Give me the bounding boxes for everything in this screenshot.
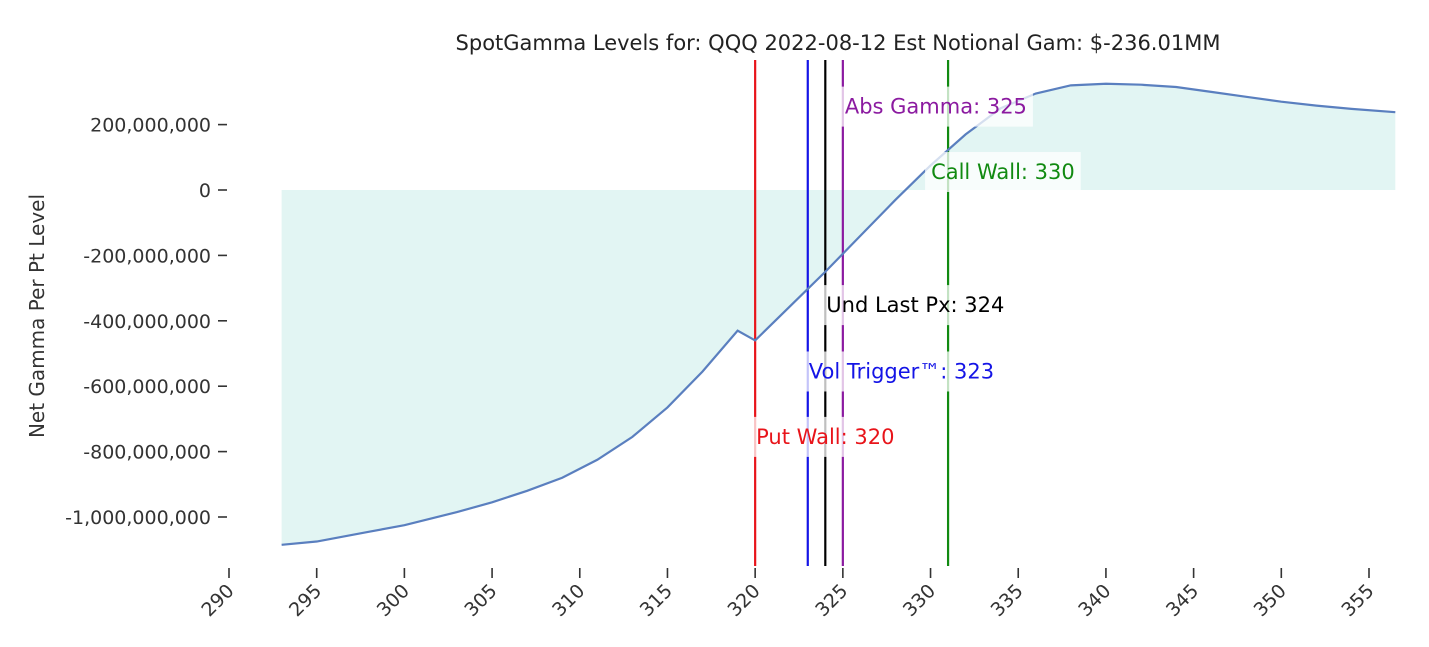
level-label-vol-trigger: Vol Trigger™: 323 [809,359,994,383]
x-tick-label: 305 [460,580,501,621]
level-label-box [820,285,1011,326]
y-tick-label: -200,000,000 [83,245,211,267]
x-tick-label: 290 [197,580,238,621]
y-tick-label: -1,000,000,000 [65,507,211,529]
x-tick-label: 300 [373,580,414,621]
x-tick-label: 330 [899,580,940,621]
x-tick-label: 340 [1074,580,1115,621]
y-tick-label: 0 [199,180,211,202]
x-tick-label: 335 [987,580,1028,621]
level-label-box [838,86,1033,127]
x-tick-label: 350 [1250,580,1291,621]
level-label-box [925,152,1081,193]
y-axis-label: Net Gamma Per Pt Level [25,194,49,438]
level-label-box [802,351,1001,392]
y-tick-label: -800,000,000 [83,442,211,464]
x-tick-label: 325 [811,580,852,621]
level-label-abs-gamma: Abs Gamma: 325 [845,95,1027,119]
level-label-put-wall: Put Wall: 320 [756,425,894,449]
net-gamma-area [281,83,1396,545]
net-gamma-line [281,82,1396,546]
x-tick-label: 320 [723,580,764,621]
level-label-box [750,416,901,457]
level-label-last-px: Und Last Px: 324 [826,293,1004,317]
x-tick-label: 310 [548,580,589,621]
y-tick-label: 200,000,000 [90,115,211,137]
x-tick-label: 345 [1162,580,1203,621]
x-tick-label: 315 [636,580,677,621]
plot-area: Put Wall: 320 Vol Trigger™: 323 Und Last P… [65,60,1396,621]
y-tick-label: -600,000,000 [83,376,211,398]
chart-title: SpotGamma Levels for: QQQ 2022-08-12 Est… [456,31,1221,55]
x-tick-label: 295 [285,580,326,621]
y-tick-label: -400,000,000 [83,311,211,333]
level-label-call-wall: Call Wall: 330 [931,160,1075,184]
x-tick-label: 355 [1337,580,1378,621]
